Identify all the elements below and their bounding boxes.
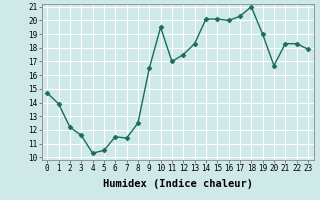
X-axis label: Humidex (Indice chaleur): Humidex (Indice chaleur) [103,179,252,189]
